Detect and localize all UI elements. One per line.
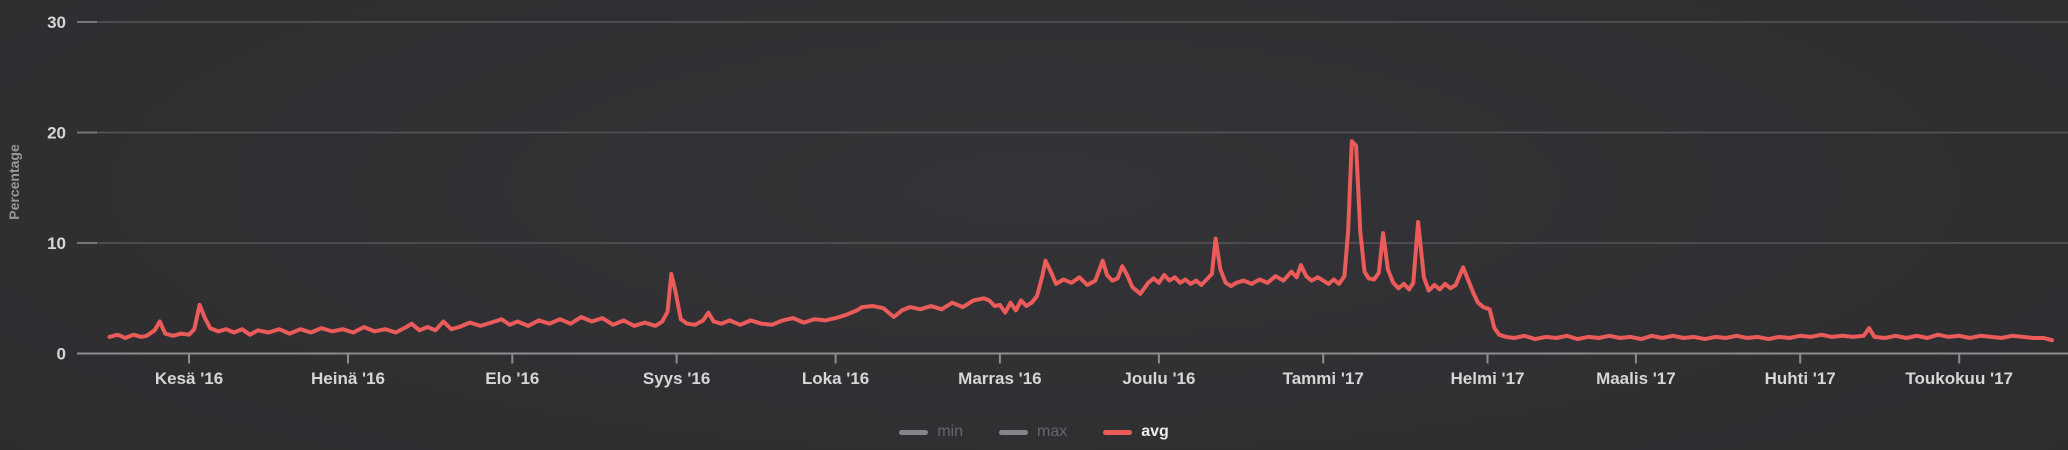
legend: min max avg	[0, 424, 2068, 440]
x-tick-label: Elo '16	[485, 369, 539, 388]
legend-label-min: min	[937, 423, 963, 440]
x-tick-label: Huhti '17	[1765, 369, 1836, 388]
gridlines	[77, 21, 2068, 244]
x-tick-label: Loka '16	[802, 369, 869, 388]
y-tick-label: 10	[47, 234, 66, 253]
max-swatch-icon	[998, 429, 1028, 435]
avg-series-line	[107, 139, 2054, 343]
legend-item-max[interactable]: max	[998, 423, 1068, 440]
legend-label-avg: avg	[1141, 423, 1169, 440]
y-tick-label: 30	[47, 13, 66, 32]
legend-label-max: max	[1036, 423, 1068, 440]
y-tick-labels: 0 10 20 30	[47, 13, 66, 364]
x-tick-label: Maalis '17	[1596, 369, 1676, 388]
x-tick-label: Tammi '17	[1283, 369, 1364, 388]
x-axis	[77, 352, 2068, 364]
x-tick-label: Helmi '17	[1451, 369, 1525, 388]
x-tick-label: Kesä '16	[155, 369, 223, 388]
x-tick-label: Marras '16	[958, 369, 1041, 388]
y-tick-label: 20	[47, 124, 66, 143]
x-tick-label: Syys '16	[643, 369, 710, 388]
x-tick-label: Heinä '16	[311, 369, 385, 388]
x-tick-label: Joulu '16	[1122, 369, 1195, 388]
avg-swatch-icon	[1103, 429, 1133, 435]
min-swatch-icon	[899, 429, 929, 435]
legend-item-avg[interactable]: avg	[1103, 424, 1169, 440]
x-tick-label: Toukokuu '17	[1905, 369, 2013, 388]
y-tick-label: 0	[57, 345, 66, 364]
y-axis-title: Percentage	[6, 144, 22, 220]
legend-item-min[interactable]: min	[899, 424, 963, 440]
x-tick-labels: Kesä '16 Heinä '16 Elo '16 Syys '16 Loka '16…	[155, 369, 2013, 388]
